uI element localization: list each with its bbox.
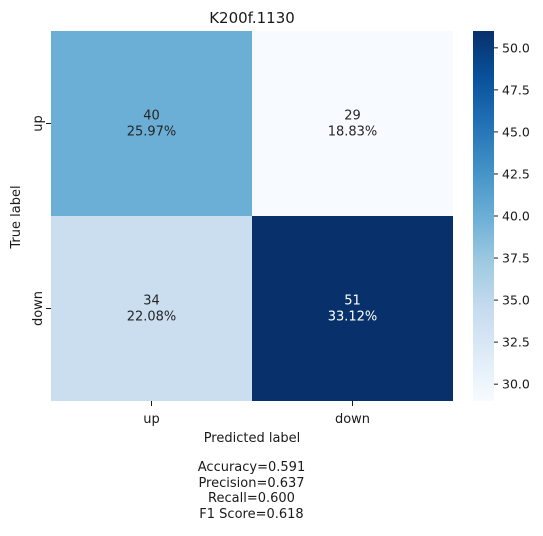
colorbar-tick-label: 45.0	[502, 124, 530, 139]
x-axis-label: Predicted label	[204, 431, 301, 446]
colorbar-tick-label: 35.0	[502, 293, 530, 308]
cell-percent-label: 18.83%	[328, 125, 378, 140]
cell-count-label: 40	[143, 109, 160, 124]
colorbar-tick-label: 40.0	[502, 209, 530, 224]
y-tick-label: up	[31, 115, 46, 132]
x-tick-label: up	[143, 412, 160, 427]
cell-percent-label: 25.97%	[127, 125, 177, 140]
y-axis: up down	[31, 115, 51, 326]
colorbar-tick-label: 37.5	[502, 251, 530, 266]
y-tick-label: down	[31, 291, 46, 326]
colorbar	[473, 31, 494, 401]
colorbar-tick-label: 30.0	[502, 377, 530, 392]
x-axis: up down	[143, 401, 370, 427]
colorbar-tick-label: 42.5	[502, 166, 530, 181]
colorbar-ticks: 30.0 32.5 35.0 37.5 40.0 42.5 45.0 47.5 50.0	[494, 40, 530, 392]
metric-f1-score: F1 Score=0.618	[199, 506, 304, 522]
chart-title: K200f.1130	[209, 9, 295, 27]
metrics-block: Accuracy=0.591 Precision=0.637 Recall=0.…	[0, 460, 503, 522]
cell-percent-label: 22.08%	[127, 310, 177, 325]
y-axis-label: True label	[9, 185, 24, 249]
cell-count-label: 29	[344, 109, 361, 124]
cell-count-label: 34	[143, 294, 160, 309]
metric-recall: Recall=0.600	[208, 491, 295, 506]
metric-precision: Precision=0.637	[198, 475, 305, 491]
metric-accuracy: Accuracy=0.591	[197, 460, 306, 475]
colorbar-tick-label: 47.5	[502, 82, 530, 97]
cell-percent-label: 33.12%	[328, 310, 378, 325]
colorbar-tick-label: 32.5	[502, 335, 530, 350]
x-tick-label: down	[335, 412, 370, 427]
heatmap-cell	[51, 216, 252, 401]
heatmap-cell	[252, 216, 453, 401]
cell-count-label: 51	[344, 294, 361, 309]
colorbar-tick-label: 50.0	[502, 40, 530, 55]
heatmap-cell	[51, 31, 252, 216]
heatmap-cell	[252, 31, 453, 216]
